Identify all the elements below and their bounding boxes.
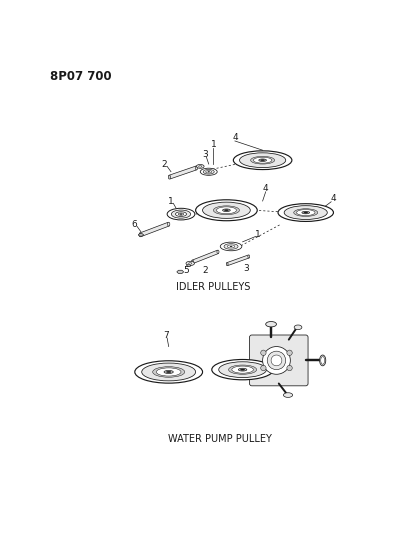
Ellipse shape (135, 361, 202, 383)
Ellipse shape (266, 321, 277, 327)
Ellipse shape (284, 206, 327, 220)
Ellipse shape (284, 393, 293, 398)
Ellipse shape (294, 209, 318, 216)
Text: 5: 5 (183, 266, 189, 275)
Ellipse shape (213, 206, 239, 215)
Ellipse shape (167, 208, 195, 220)
Text: IDLER PULLEYS: IDLER PULLEYS (176, 282, 251, 292)
Ellipse shape (186, 261, 194, 265)
Polygon shape (138, 234, 144, 236)
Ellipse shape (251, 156, 275, 164)
Text: 4: 4 (232, 133, 238, 142)
Ellipse shape (230, 246, 232, 247)
Ellipse shape (195, 166, 198, 170)
Ellipse shape (164, 370, 173, 374)
Ellipse shape (223, 209, 230, 212)
Ellipse shape (200, 168, 217, 175)
Ellipse shape (226, 263, 228, 265)
Polygon shape (139, 222, 169, 237)
Polygon shape (187, 265, 191, 266)
Ellipse shape (239, 368, 247, 371)
Ellipse shape (233, 151, 292, 169)
Ellipse shape (216, 207, 237, 214)
Text: 6: 6 (131, 220, 137, 229)
Text: 1: 1 (255, 230, 261, 239)
Circle shape (287, 350, 292, 356)
Ellipse shape (156, 368, 181, 376)
Ellipse shape (203, 169, 214, 174)
Text: 4: 4 (330, 194, 336, 203)
Ellipse shape (219, 362, 266, 377)
Ellipse shape (178, 213, 184, 215)
Polygon shape (192, 250, 219, 263)
Text: 2: 2 (202, 266, 208, 275)
Ellipse shape (139, 233, 141, 237)
FancyBboxPatch shape (249, 335, 308, 386)
Ellipse shape (296, 209, 315, 215)
Ellipse shape (228, 365, 257, 374)
Ellipse shape (259, 159, 266, 161)
Ellipse shape (241, 369, 245, 370)
Text: 8P07 700: 8P07 700 (50, 70, 112, 83)
Text: WATER PUMP PULLEY: WATER PUMP PULLEY (168, 434, 271, 444)
Ellipse shape (199, 166, 202, 167)
Ellipse shape (142, 363, 196, 381)
Circle shape (262, 346, 290, 374)
Circle shape (267, 351, 286, 370)
Ellipse shape (175, 212, 187, 216)
Polygon shape (177, 271, 183, 273)
Polygon shape (169, 166, 197, 179)
Ellipse shape (227, 245, 235, 248)
Ellipse shape (224, 209, 228, 211)
Ellipse shape (202, 202, 250, 219)
Text: 3: 3 (203, 150, 209, 158)
Ellipse shape (304, 212, 308, 213)
Ellipse shape (248, 255, 249, 258)
Text: 3: 3 (243, 264, 249, 273)
Ellipse shape (189, 263, 192, 264)
Text: 2: 2 (161, 159, 167, 168)
Text: 1: 1 (211, 140, 216, 149)
Ellipse shape (168, 175, 171, 179)
Ellipse shape (206, 171, 212, 173)
Ellipse shape (192, 260, 194, 264)
Ellipse shape (220, 242, 242, 251)
Polygon shape (177, 270, 184, 273)
Ellipse shape (232, 366, 254, 373)
Ellipse shape (166, 371, 171, 373)
Ellipse shape (168, 222, 170, 226)
Ellipse shape (254, 157, 272, 163)
Circle shape (271, 355, 282, 366)
Text: 7: 7 (163, 330, 168, 340)
Circle shape (261, 350, 266, 356)
Circle shape (287, 365, 292, 371)
Ellipse shape (320, 355, 326, 366)
Ellipse shape (261, 159, 264, 161)
Ellipse shape (196, 200, 257, 221)
Ellipse shape (196, 165, 204, 168)
Ellipse shape (216, 207, 237, 214)
Ellipse shape (302, 212, 309, 214)
Ellipse shape (296, 209, 315, 215)
Text: 4: 4 (263, 184, 269, 193)
Ellipse shape (224, 244, 238, 249)
Ellipse shape (254, 157, 272, 163)
Ellipse shape (232, 366, 254, 373)
Ellipse shape (294, 325, 302, 329)
Ellipse shape (321, 357, 324, 364)
Ellipse shape (171, 210, 191, 218)
Ellipse shape (278, 204, 333, 221)
Text: 1: 1 (168, 197, 174, 206)
Ellipse shape (156, 368, 181, 376)
Circle shape (261, 365, 266, 371)
Ellipse shape (212, 359, 273, 380)
Ellipse shape (239, 153, 286, 167)
Polygon shape (227, 255, 249, 265)
Ellipse shape (153, 367, 185, 377)
Ellipse shape (217, 250, 219, 254)
